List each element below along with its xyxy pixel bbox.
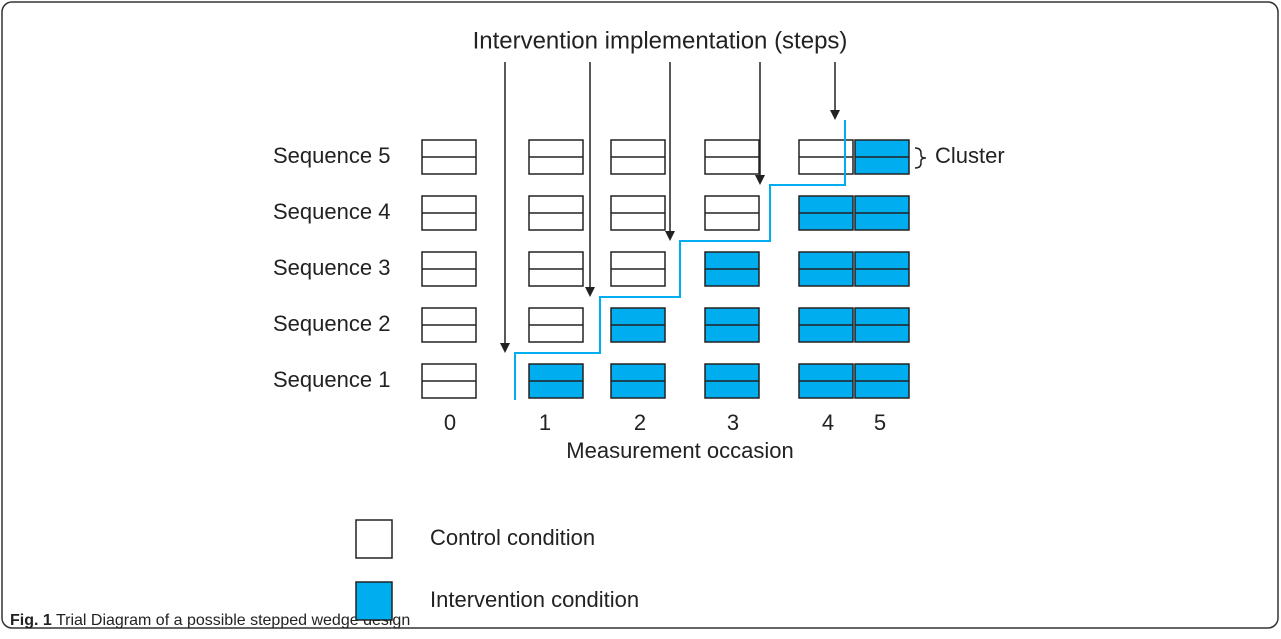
sequence-label: Sequence 4 (273, 199, 390, 224)
occasion-label: 5 (874, 410, 886, 435)
title: Intervention implementation (steps) (473, 27, 848, 54)
occasion-label: 2 (634, 410, 646, 435)
caption: Fig. 1 Trial Diagram of a possible stepp… (10, 612, 410, 629)
step-line (514, 120, 846, 400)
legend-swatch (355, 581, 393, 621)
sequence-label: Sequence 1 (273, 367, 390, 392)
occasion-label: 1 (539, 410, 551, 435)
legend-swatch (355, 519, 393, 559)
x-label: Measurement occasion (566, 438, 793, 463)
caption-text: Trial Diagram of a possible stepped wedg… (56, 612, 410, 629)
sequence-label: Sequence 5 (273, 143, 390, 168)
occasion-label: 3 (727, 410, 739, 435)
caption-number: Fig. 1 (10, 612, 52, 629)
occasion-label: 4 (822, 410, 834, 435)
sequence-label: Sequence 2 (273, 311, 390, 336)
annotation: Cluster (935, 143, 1005, 168)
occasion-label: 0 (444, 410, 456, 435)
brace (914, 147, 927, 169)
sequence-label: Sequence 3 (273, 255, 390, 280)
legend-label: Control condition (430, 525, 595, 550)
legend-label: Intervention condition (430, 587, 639, 612)
